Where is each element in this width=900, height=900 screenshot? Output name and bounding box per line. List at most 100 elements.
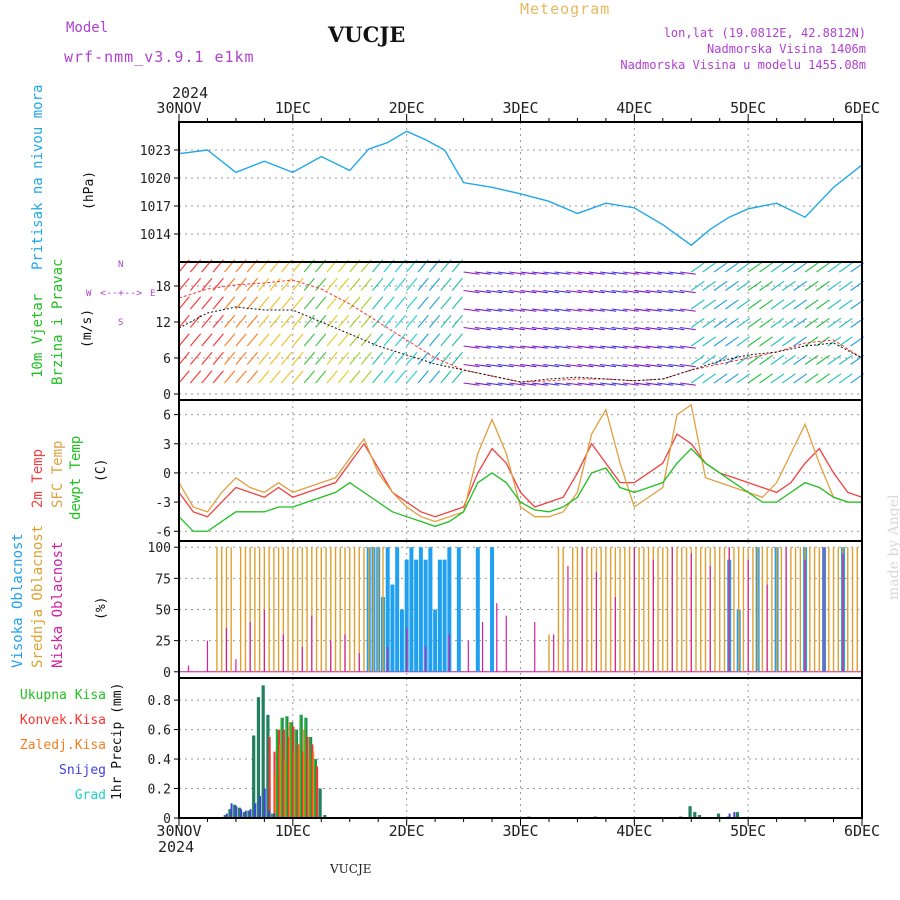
total-precip-highlight [271, 813, 273, 818]
frozen-precip-bar [284, 759, 286, 818]
panel-frame [178, 121, 863, 263]
wind-barb [440, 296, 452, 310]
wind-barb [713, 336, 728, 347]
wind-barb [201, 333, 213, 347]
mid-cloud-bar [737, 547, 740, 672]
wind-barb [509, 363, 526, 368]
wind-barb [235, 277, 247, 291]
mid-cloud-bar [315, 547, 318, 672]
total-precip-highlight [304, 717, 306, 818]
wind-barb [258, 314, 270, 328]
wind-barb [804, 336, 819, 347]
wind-barb [736, 317, 751, 328]
wind-barb [554, 289, 571, 294]
mid-cloud-bar [230, 547, 232, 672]
mid-cloud-bar [851, 547, 854, 672]
low-cloud-bar [187, 665, 190, 672]
wind-barb [713, 299, 728, 310]
y-tick-label: 1020 [140, 172, 171, 187]
wind-barb [520, 289, 537, 294]
elevation-label: Nadmorska Visina 1406m [707, 42, 866, 56]
high-cloud-bar [414, 559, 419, 672]
high-cloud-bar [404, 559, 409, 672]
high-cloud-bar [437, 559, 442, 672]
low-cloud-bar [387, 646, 389, 672]
wind-barb [554, 308, 571, 312]
wind-barb [258, 370, 270, 384]
y-tick-label: 100 [148, 541, 171, 556]
wind-barb [360, 314, 372, 328]
compass-e-label: E [150, 289, 156, 299]
mid-cloud-bar [771, 547, 773, 672]
wind-barb [543, 345, 560, 349]
panel-frame [178, 399, 863, 542]
wind-barb [258, 351, 270, 365]
wind-barb [565, 289, 582, 294]
wind-barb [224, 277, 236, 291]
y-tick-label: 1017 [140, 200, 171, 215]
wind-barb [178, 277, 190, 291]
legend-total-precip: Ukupna Kisa [19, 688, 106, 703]
wind-barb [201, 314, 213, 328]
wind-barb [577, 289, 594, 294]
wind-barb [725, 317, 739, 328]
frozen-precip-bar [279, 744, 282, 818]
total-precip-bar [223, 815, 227, 818]
wind-barb [702, 354, 717, 365]
wind-barb [292, 333, 304, 347]
wind-barb [827, 317, 842, 328]
snow-bar [244, 810, 247, 818]
wind-barb [702, 262, 717, 273]
wind-barb [417, 351, 429, 365]
wind-barb [224, 351, 236, 365]
conv-precip-bar [273, 751, 276, 818]
wind-barb [679, 308, 696, 312]
wind-barb [463, 308, 480, 312]
mid-cloud-bar [311, 547, 313, 672]
y-tick-label: 0.4 [148, 753, 172, 768]
wind-barb [474, 382, 491, 386]
wind-barb [246, 296, 259, 310]
mid-cloud-bar [742, 547, 745, 672]
low-cloud-bar [505, 615, 507, 672]
mid-cloud-bar [638, 547, 640, 672]
high-cloud-bar [428, 547, 433, 672]
mid-cloud-bar [377, 547, 379, 672]
mid-cloud-bar [809, 547, 811, 672]
total-precip-bar [233, 804, 237, 818]
wind-barb [440, 333, 452, 347]
mid-cloud-bar [258, 547, 261, 672]
low-cloud-bar [747, 559, 749, 672]
wind-barb [770, 354, 785, 365]
wind-barb [690, 280, 705, 291]
wind-barb [713, 280, 728, 291]
conv-precip-bar [292, 726, 295, 818]
mid-cloud-bar [700, 547, 702, 672]
wind-barb [303, 333, 315, 347]
wind-barb [645, 326, 662, 331]
mid-cloud-bar [225, 547, 228, 672]
wind-barb [451, 314, 463, 328]
wind-barb [212, 296, 224, 310]
conv-precip-bar [306, 736, 309, 818]
mid-cloud-bar [557, 547, 560, 672]
wind-barb [497, 345, 514, 349]
wind-barb [816, 317, 830, 328]
wind-barb [520, 308, 537, 312]
wind-barb [622, 363, 639, 368]
mid-cloud-bar [363, 547, 365, 672]
station-title: VUCJE [328, 22, 406, 47]
snow-bar [254, 803, 257, 818]
wind-barb [588, 271, 605, 275]
high-cloud-bar [475, 547, 480, 672]
wind-barb [429, 370, 441, 384]
wind-barb [417, 333, 429, 347]
wind-barb [634, 271, 651, 275]
wind-barb [258, 277, 270, 291]
wind-barb [600, 289, 617, 294]
total-precip-bar [688, 806, 692, 818]
y-tick-label: 50 [155, 604, 171, 619]
wind-barb [759, 299, 773, 310]
wind-barb [235, 351, 247, 365]
wind-barb [588, 289, 605, 294]
